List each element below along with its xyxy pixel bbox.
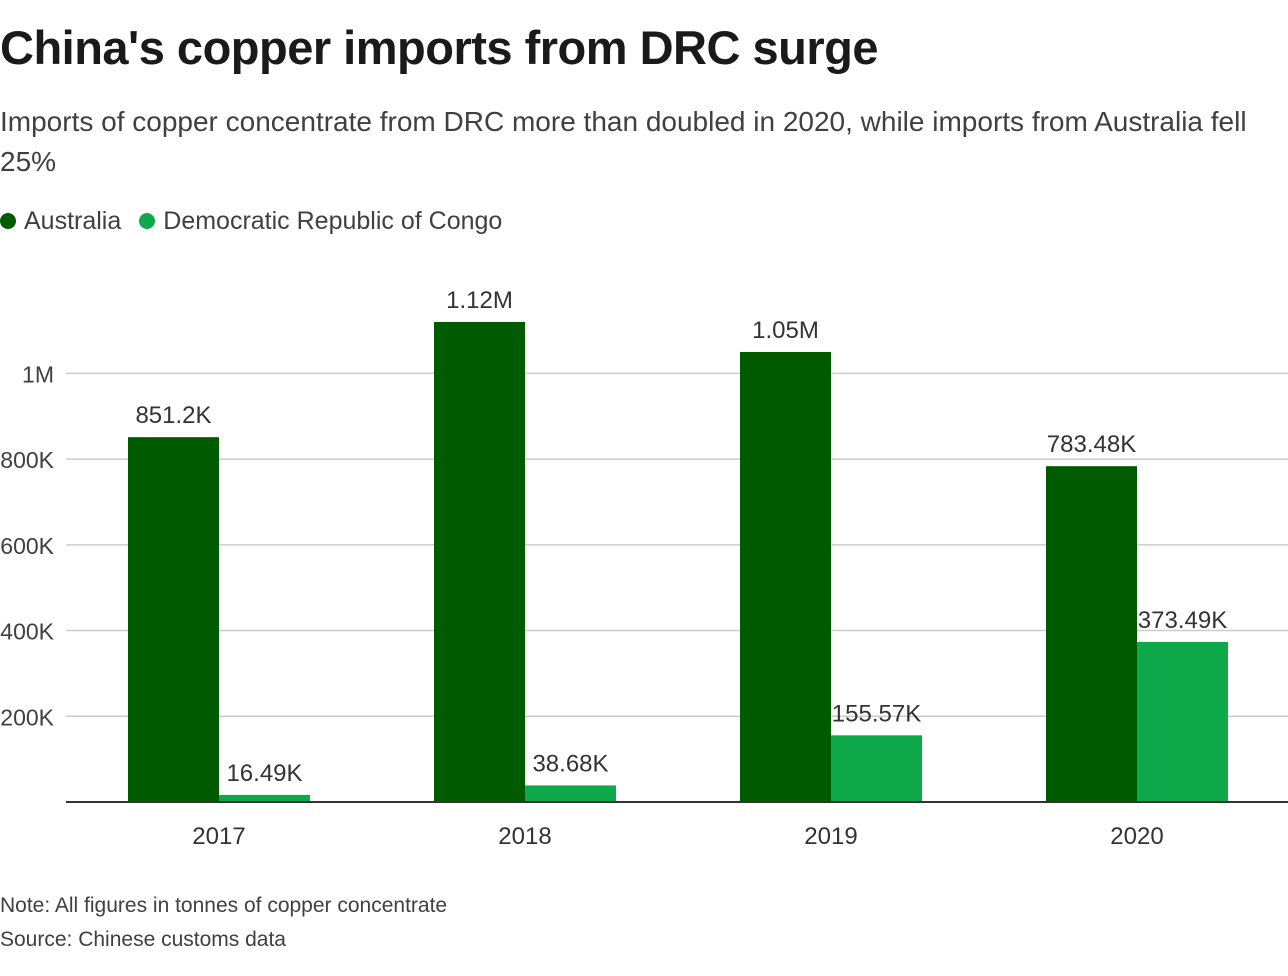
bar [434,321,525,802]
data-label: 155.57K [832,700,921,727]
data-label: 783.48K [1047,431,1136,458]
data-label: 1.12M [446,287,513,314]
legend: Australia Democratic Republic of Congo [0,205,520,237]
data-label: 16.49K [226,760,302,787]
legend-item-drc: Democratic Republic of Congo [139,207,502,236]
legend-swatch-drc [139,213,156,229]
legend-label-australia: Australia [24,206,122,235]
y-tick-label: 800K [0,447,54,473]
data-label: 373.49K [1138,607,1227,634]
legend-swatch-australia [0,213,16,229]
x-tick-label: 2020 [1110,823,1163,850]
bar [740,351,831,802]
y-tick-label: 1M [22,361,54,387]
y-tick-label: 600K [0,533,54,559]
chart-subtitle: Imports of copper concentrate from DRC m… [0,106,1247,177]
x-tick-label: 2017 [192,823,245,850]
legend-label-drc: Democratic Republic of Congo [163,206,503,235]
bar [1046,466,1137,802]
chart-source: Source: Chinese customs data [0,928,286,951]
bar [219,794,310,802]
bar [831,735,922,802]
data-label: 851.2K [135,402,211,429]
bar [525,785,616,802]
legend-item-australia: Australia [0,207,121,236]
y-tick-label: 200K [0,704,54,730]
bar [128,437,219,802]
x-tick-label: 2019 [804,823,857,850]
bar-chart: 200K 400K 600K 800K 1M 851.2K 1.12M 1.05M 783.48… [0,287,1288,850]
y-tick-label: 400K [0,619,54,645]
data-label: 1.05M [752,317,819,344]
x-tick-label: 2018 [498,823,551,850]
chart-title: China's copper imports from DRC surge [0,21,878,74]
chart-note: Note: All figures in tonnes of copper co… [0,894,448,917]
bar [1137,641,1228,802]
data-label: 38.68K [532,750,608,777]
